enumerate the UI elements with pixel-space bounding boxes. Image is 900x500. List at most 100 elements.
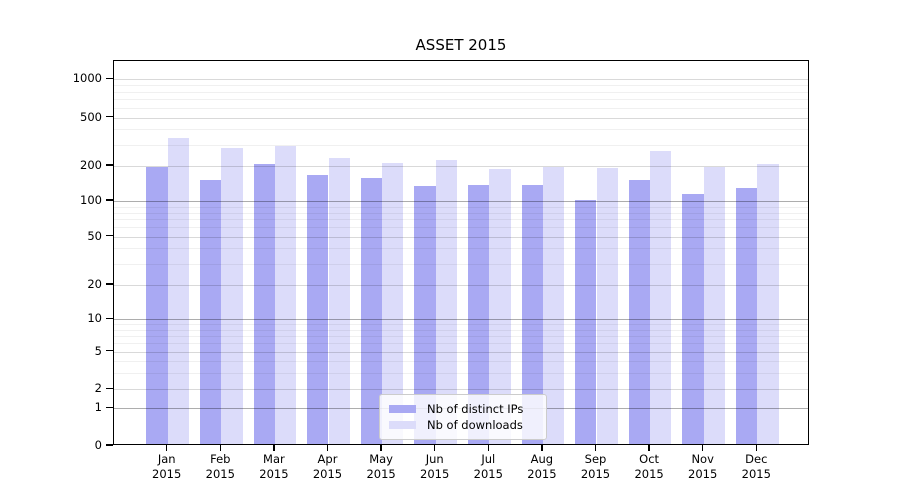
bar-downloads-apr (328, 157, 350, 444)
y-axis-tick (106, 234, 113, 237)
x-tick-year: 2015 (205, 466, 235, 481)
x-tick-label: Apr 2015 (296, 452, 360, 481)
bar-distinct-ips-feb (199, 180, 222, 444)
x-tick-month: Jun (425, 452, 444, 466)
x-tick-label: Jul 2015 (456, 452, 520, 481)
y-tick-label: 10 (87, 311, 102, 326)
bar-downloads-sep (596, 167, 618, 444)
x-axis-tick (380, 445, 382, 451)
bar-downloads-jul (489, 168, 511, 444)
x-tick-year: 2015 (473, 466, 503, 481)
legend-label: Nb of downloads (427, 418, 523, 432)
y-tick-label: 2 (94, 381, 102, 396)
x-tick-year: 2015 (527, 466, 557, 481)
bar-downloads-jan (167, 137, 190, 444)
y-axis-tick (106, 444, 113, 446)
gridline-minor (114, 99, 808, 100)
bar-downloads-nov (703, 167, 726, 444)
x-tick-label: Dec 2015 (724, 452, 788, 481)
x-axis-tick (541, 445, 543, 451)
x-tick-year: 2015 (634, 466, 664, 481)
x-tick-year: 2015 (152, 466, 182, 481)
bar-distinct-ips-nov (682, 193, 704, 444)
y-axis-tick (106, 283, 113, 285)
bar-distinct-ips-jun (414, 185, 436, 444)
legend: Nb of distinct IPs Nb of downloads (379, 394, 547, 440)
x-tick-label: May 2015 (349, 452, 413, 481)
y-axis-tick (106, 387, 113, 390)
gridline-minor (114, 144, 808, 146)
legend-entry: Nb of distinct IPs (389, 402, 537, 416)
gridline-minor (114, 91, 808, 93)
bar-downloads-oct (650, 151, 672, 444)
bar-downloads-mar (274, 145, 297, 444)
x-tick-year: 2015 (259, 466, 289, 481)
bar-distinct-ips-aug (521, 184, 543, 444)
bar-distinct-ips-jan (146, 166, 168, 444)
plot-area: Nb of distinct IPs Nb of downloads (113, 60, 809, 445)
bar-downloads-dec (757, 163, 779, 444)
x-tick-label: Jun 2015 (403, 452, 467, 481)
gridline-minor (114, 107, 808, 109)
y-tick-label: 50 (87, 228, 102, 243)
legend-swatch-downloads (389, 421, 416, 429)
bar-downloads-jun (435, 160, 458, 444)
gridline-major (114, 117, 808, 119)
x-tick-month: Mar (263, 452, 285, 466)
x-tick-month: Oct (639, 452, 660, 466)
y-axis-tick (106, 350, 113, 352)
bar-distinct-ips-mar (253, 163, 275, 444)
x-tick-year: 2015 (741, 466, 771, 481)
y-axis-tick (106, 199, 113, 201)
x-tick-label: Oct 2015 (617, 452, 681, 481)
legend-entry: Nb of downloads (389, 418, 537, 432)
bar-distinct-ips-sep (575, 200, 597, 444)
x-tick-label: Aug 2015 (510, 452, 574, 481)
x-tick-label: Mar 2015 (242, 452, 306, 481)
y-axis-tick (106, 317, 113, 319)
x-axis-tick (648, 445, 650, 451)
x-tick-month: Nov (691, 452, 714, 466)
y-tick-label: 1000 (72, 71, 102, 86)
x-tick-label: Sep 2015 (564, 452, 628, 481)
x-tick-month: Dec (745, 452, 768, 466)
x-tick-year: 2015 (688, 466, 718, 481)
x-tick-year: 2015 (312, 466, 343, 481)
bar-distinct-ips-dec (735, 188, 758, 444)
x-axis-tick (702, 445, 704, 451)
gridline-minor (114, 129, 808, 131)
x-tick-month: Feb (210, 452, 231, 466)
y-axis-tick (106, 115, 113, 118)
x-axis-tick (166, 445, 168, 451)
y-tick-label: 1 (94, 400, 102, 415)
chart-title: ASSET 2015 (415, 36, 507, 54)
x-axis-tick (219, 445, 221, 451)
x-tick-month: Apr (317, 452, 338, 466)
x-tick-month: May (369, 452, 393, 466)
y-tick-label: 200 (80, 158, 102, 173)
x-tick-year: 2015 (366, 466, 396, 481)
y-tick-label: 5 (94, 343, 102, 358)
gridline-major (114, 79, 808, 81)
x-axis-tick (755, 445, 757, 451)
x-axis-tick (487, 445, 489, 451)
legend-swatch-distinct-ips (389, 405, 416, 413)
x-axis-tick (434, 445, 436, 451)
x-tick-month: Jan (157, 452, 176, 466)
x-tick-year: 2015 (580, 466, 611, 481)
x-tick-year: 2015 (420, 466, 450, 481)
bar-downloads-feb (221, 148, 243, 444)
gridline-minor (114, 85, 808, 87)
y-tick-label: 20 (87, 277, 102, 292)
y-tick-label: 100 (80, 193, 102, 208)
y-axis-tick (106, 164, 113, 166)
bar-downloads-may (382, 163, 404, 444)
legend-label: Nb of distinct IPs (427, 402, 524, 416)
x-tick-month: Jul (481, 452, 496, 466)
bar-distinct-ips-jul (467, 185, 490, 444)
x-tick-label: Jan 2015 (135, 452, 199, 481)
x-tick-label: Feb 2015 (188, 452, 252, 481)
bar-distinct-ips-may (360, 177, 383, 444)
y-tick-label: 0 (94, 438, 102, 452)
